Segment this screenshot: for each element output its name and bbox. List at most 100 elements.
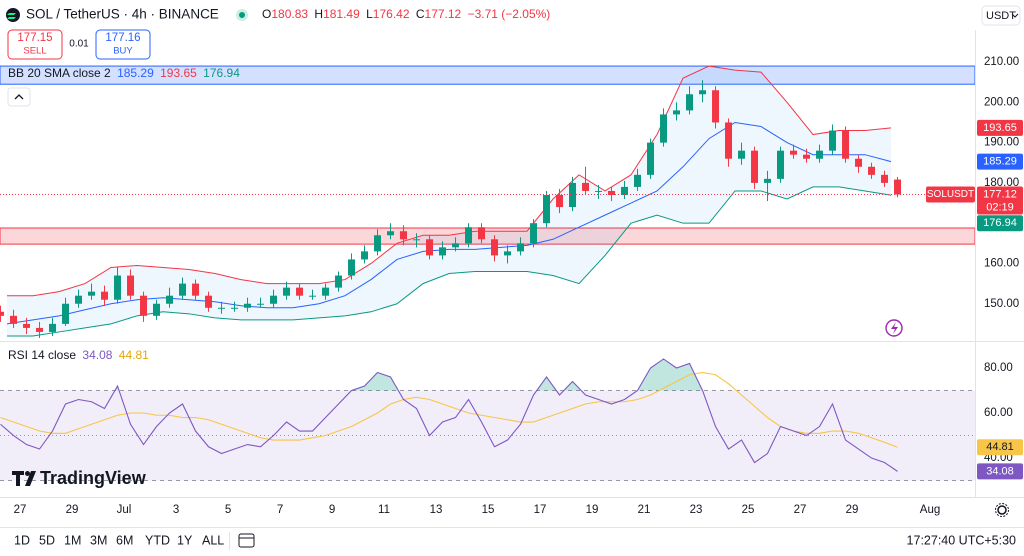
candle-body xyxy=(270,295,278,304)
sell-label[interactable]: SELL xyxy=(23,46,46,57)
buy-button[interactable] xyxy=(95,29,151,60)
x-tick-label: 13 xyxy=(430,504,443,516)
candle-body xyxy=(62,303,70,324)
symbol-tag-box xyxy=(926,186,975,203)
bb-legend[interactable]: BB 20 SMA close 2 185.29 193.65 176.94 xyxy=(8,66,240,80)
y-tick-label: 200.00 xyxy=(984,96,1019,108)
candle-body xyxy=(881,174,889,183)
y-tick-label: 180.00 xyxy=(984,177,1019,189)
candle-body xyxy=(49,323,57,332)
logo-slash xyxy=(25,471,36,486)
bb-middle-value: 185.29 xyxy=(117,66,154,80)
currency-button[interactable] xyxy=(981,5,1021,26)
candle-body xyxy=(816,150,824,159)
rsi-line xyxy=(0,358,898,472)
candle-body xyxy=(894,179,902,195)
symbol-tag: SOLUSDT xyxy=(927,189,974,200)
candle-body xyxy=(868,166,876,175)
candle-body xyxy=(647,142,655,175)
clock: 17:27:40 UTC+5:30 xyxy=(907,533,1016,547)
candle-body xyxy=(751,150,759,183)
x-tick-label: 23 xyxy=(690,504,703,516)
buy-price[interactable]: 177.16 xyxy=(105,32,140,44)
candle-body xyxy=(699,90,707,95)
currency[interactable]: USDT xyxy=(986,10,1016,22)
rsi-value-box xyxy=(977,439,1023,456)
candle-body xyxy=(478,227,486,240)
candle-body xyxy=(101,291,109,300)
candle-body xyxy=(23,323,31,328)
bb-title[interactable]: BB 20 SMA close 2 xyxy=(8,66,111,80)
x-tick-label: 17 xyxy=(534,504,547,516)
quantity[interactable]: 0.01 xyxy=(69,39,89,50)
candle-body xyxy=(790,150,798,155)
candle-body xyxy=(348,259,356,276)
y-tick-label: 190.00 xyxy=(984,137,1019,149)
low-value: 176.42 xyxy=(373,7,410,21)
range-button[interactable]: 5D xyxy=(39,533,55,547)
candle-body xyxy=(153,303,161,316)
currency-chevron xyxy=(1011,13,1019,18)
sell-button[interactable] xyxy=(7,29,63,60)
x-tick-label: 7 xyxy=(277,504,283,516)
bb-line xyxy=(6,121,892,325)
close-value: 177.12 xyxy=(425,7,462,21)
candle-body xyxy=(322,287,330,296)
candle-body xyxy=(738,150,746,159)
bb-middle-label-box xyxy=(977,153,1023,170)
candle-body xyxy=(114,275,122,300)
x-tick-label: 15 xyxy=(482,504,495,516)
candle-body xyxy=(452,243,460,248)
candle-body xyxy=(283,287,291,296)
candle-body xyxy=(686,94,694,111)
range-button[interactable]: 6M xyxy=(116,533,133,547)
candle-body xyxy=(855,158,863,167)
settings-icon[interactable] xyxy=(997,505,1007,515)
candle-body xyxy=(439,247,447,256)
range-button[interactable]: YTD xyxy=(145,533,170,547)
candle-body xyxy=(244,303,252,308)
candle-body xyxy=(803,154,811,159)
low-label: L xyxy=(366,7,373,21)
candle-body xyxy=(309,295,317,297)
candle-body xyxy=(621,186,629,195)
x-tick-label: 29 xyxy=(846,504,859,516)
candle-body xyxy=(374,235,382,252)
last-price-label: 02:19 xyxy=(986,201,1014,213)
range-button[interactable]: 1Y xyxy=(177,533,193,547)
candle-body xyxy=(504,251,512,256)
price-zone xyxy=(0,65,975,85)
alert-icon[interactable] xyxy=(885,319,903,337)
status-dot xyxy=(239,12,245,18)
rsi-value-box xyxy=(977,463,1023,480)
range-button[interactable]: 3M xyxy=(90,533,107,547)
candle-body xyxy=(530,223,538,244)
range-button[interactable]: 1M xyxy=(64,533,81,547)
rsi-title[interactable]: RSI 14 close xyxy=(8,348,76,362)
candle-body xyxy=(192,283,200,296)
candle-body xyxy=(777,150,785,179)
candle-body xyxy=(673,110,681,115)
price-zone xyxy=(0,227,975,245)
rsi-value: 34.08 xyxy=(82,348,112,362)
last-price-label: 177.12 xyxy=(983,188,1017,200)
candle-body xyxy=(842,130,850,159)
range-toolbar: 1D 5D 1M 3M 6M YTD 1Y ALL xyxy=(14,533,224,547)
range-button[interactable]: ALL xyxy=(202,533,224,547)
candle-body xyxy=(712,90,720,123)
candle-body xyxy=(582,182,590,191)
collapse-button[interactable] xyxy=(7,87,31,107)
candle-body xyxy=(205,295,213,308)
bb-lower-value: 176.94 xyxy=(203,66,240,80)
y-tick-label: 150.00 xyxy=(984,298,1019,310)
candle-body xyxy=(400,231,408,240)
range-button[interactable]: 1D xyxy=(14,533,30,547)
candle-body xyxy=(725,122,733,159)
sell-price[interactable]: 177.15 xyxy=(17,32,52,44)
rsi-legend[interactable]: RSI 14 close 34.08 44.81 xyxy=(8,348,149,362)
symbol-title[interactable]: SOL / TetherUS · 4h · BINANCE xyxy=(26,7,219,22)
buy-label[interactable]: BUY xyxy=(113,46,133,57)
calendar-icon[interactable] xyxy=(238,533,255,548)
rsi-tick-label: 80.00 xyxy=(984,362,1013,374)
x-tick-label: 5 xyxy=(225,504,231,516)
